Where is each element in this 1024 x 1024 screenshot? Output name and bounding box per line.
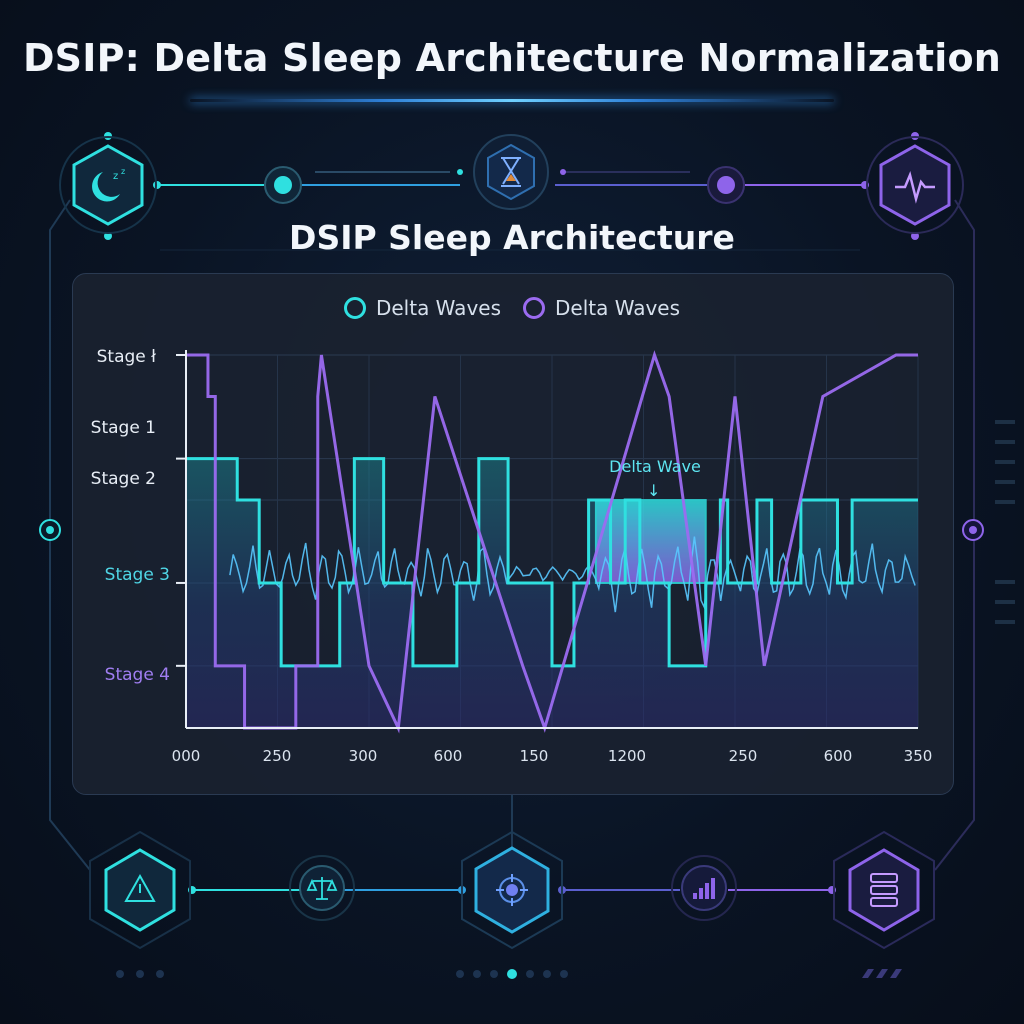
y-tick-label: Stage 4 bbox=[104, 665, 170, 685]
chart-title: DSIP Sleep Architecture bbox=[289, 218, 735, 257]
legend-label-purple: Delta Waves bbox=[555, 296, 681, 320]
x-tick-label: 600 bbox=[433, 747, 463, 765]
heart-pulse-icon[interactable] bbox=[866, 136, 964, 234]
legend-item-purple[interactable]: Delta Waves bbox=[523, 296, 680, 320]
y-tick-label: Stage 1 bbox=[90, 418, 156, 438]
signal-bars-icon[interactable] bbox=[671, 855, 737, 921]
x-tick-label: 1200 bbox=[607, 747, 647, 765]
x-tick-label: 300 bbox=[348, 747, 378, 765]
y-tick-label: Stage ł bbox=[96, 347, 156, 367]
page-title: DSIP: Delta Sleep Architecture Normaliza… bbox=[22, 36, 1002, 80]
legend-swatch-teal bbox=[343, 297, 366, 319]
pagination-left bbox=[116, 970, 164, 978]
server-stack-icon[interactable] bbox=[833, 830, 935, 950]
annotation-arrow: ↓ bbox=[647, 481, 661, 500]
series-line-teal bbox=[186, 457, 918, 668]
scale-balance-icon[interactable] bbox=[289, 855, 355, 921]
title-underline bbox=[190, 99, 834, 102]
chart-legend: Delta Waves Delta Waves bbox=[0, 296, 1024, 320]
x-tick-label: 250 bbox=[262, 747, 292, 765]
moon-sleep-icon[interactable]: z z bbox=[59, 136, 157, 234]
svg-text:z: z bbox=[121, 167, 125, 176]
series-line-purple bbox=[186, 350, 918, 734]
delta-wave-annotation: Delta Wave bbox=[609, 457, 701, 476]
hourglass-icon[interactable] bbox=[473, 134, 549, 210]
svg-text:z: z bbox=[113, 171, 118, 182]
y-tick-label: Stage 2 bbox=[90, 469, 156, 489]
x-tick-label: 350 bbox=[903, 747, 933, 765]
pagination-right bbox=[862, 969, 902, 978]
x-tick-label: 150 bbox=[519, 747, 549, 765]
y-tick-label: Stage 3 bbox=[104, 565, 170, 585]
x-tick-label: 000 bbox=[171, 747, 201, 765]
x-tick-label: 250 bbox=[728, 747, 758, 765]
target-icon[interactable] bbox=[461, 830, 563, 950]
warning-icon[interactable] bbox=[89, 830, 191, 950]
legend-swatch-purple bbox=[523, 297, 545, 319]
legend-item-teal[interactable]: Delta Waves bbox=[343, 296, 501, 320]
legend-label-teal: Delta Waves bbox=[375, 296, 501, 320]
pagination-center[interactable] bbox=[456, 969, 568, 979]
x-tick-label: 600 bbox=[823, 747, 853, 765]
